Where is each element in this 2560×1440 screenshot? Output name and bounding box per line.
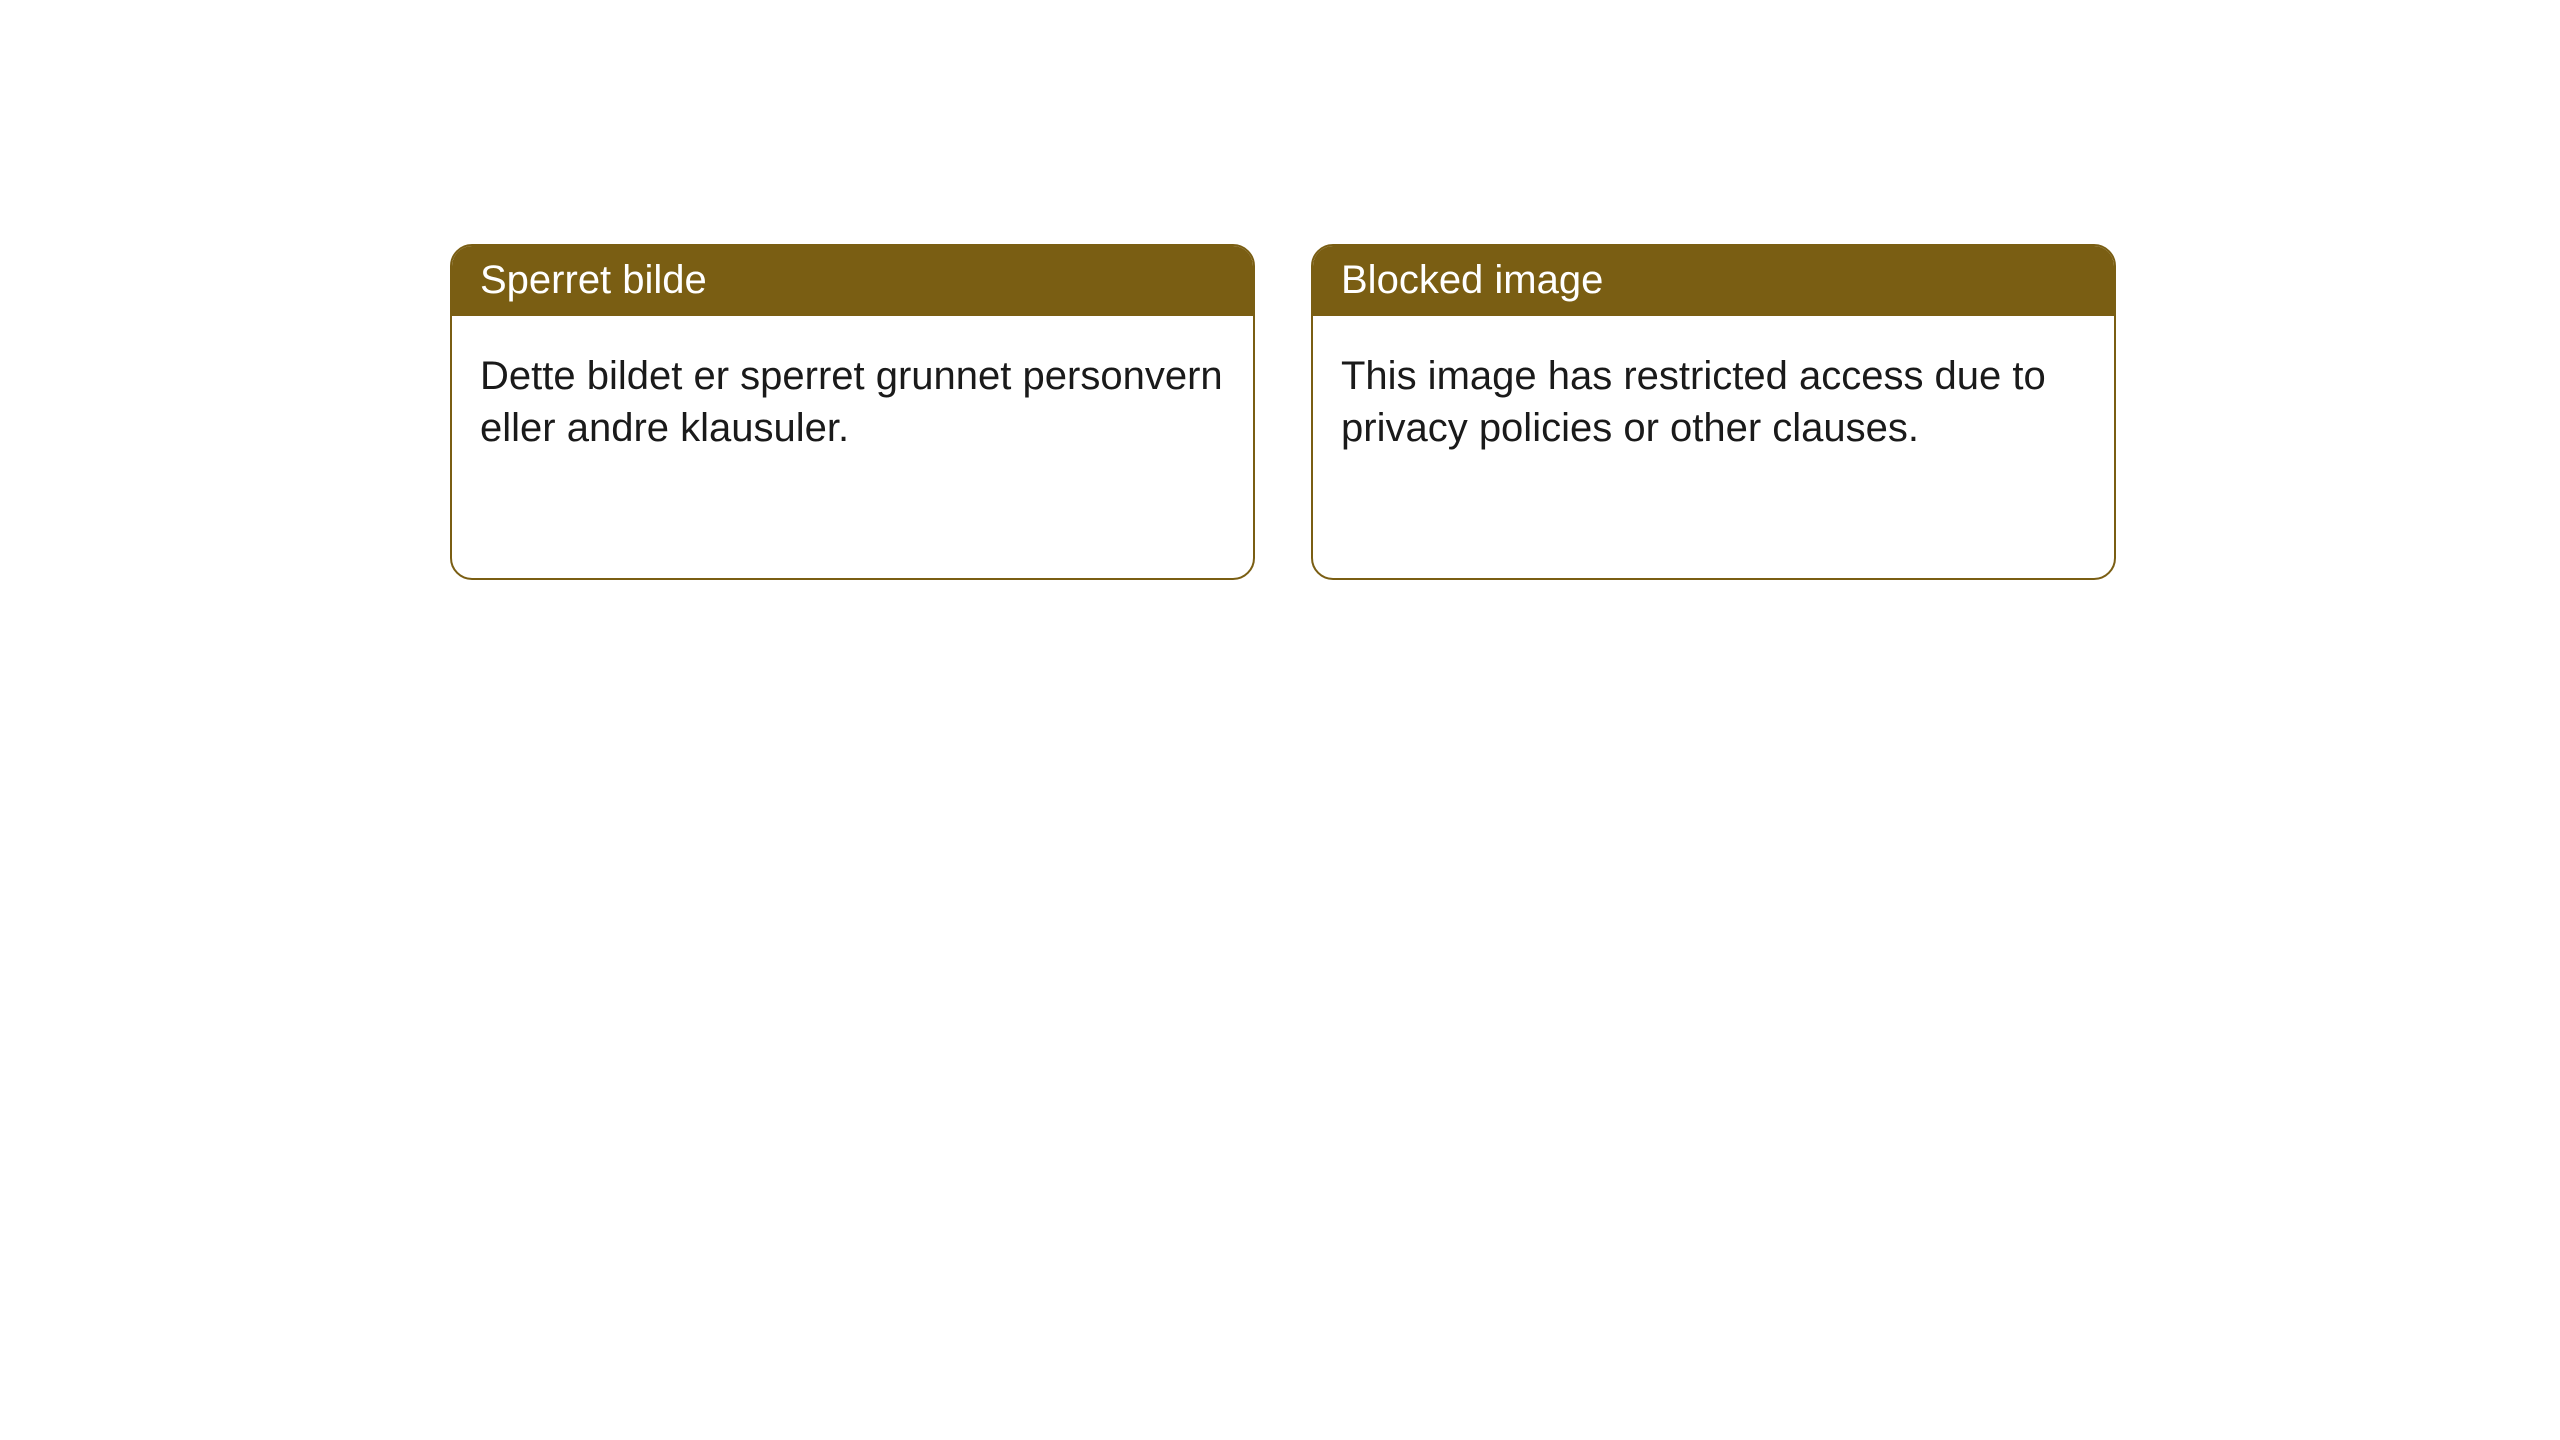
notice-body-english: This image has restricted access due to … — [1313, 316, 2114, 488]
notice-body-norwegian: Dette bildet er sperret grunnet personve… — [452, 316, 1253, 488]
notice-card-english: Blocked image This image has restricted … — [1311, 244, 2116, 580]
notice-card-norwegian: Sperret bilde Dette bildet er sperret gr… — [450, 244, 1255, 580]
notice-container: Sperret bilde Dette bildet er sperret gr… — [0, 0, 2560, 580]
notice-header-english: Blocked image — [1313, 246, 2114, 316]
notice-header-norwegian: Sperret bilde — [452, 246, 1253, 316]
